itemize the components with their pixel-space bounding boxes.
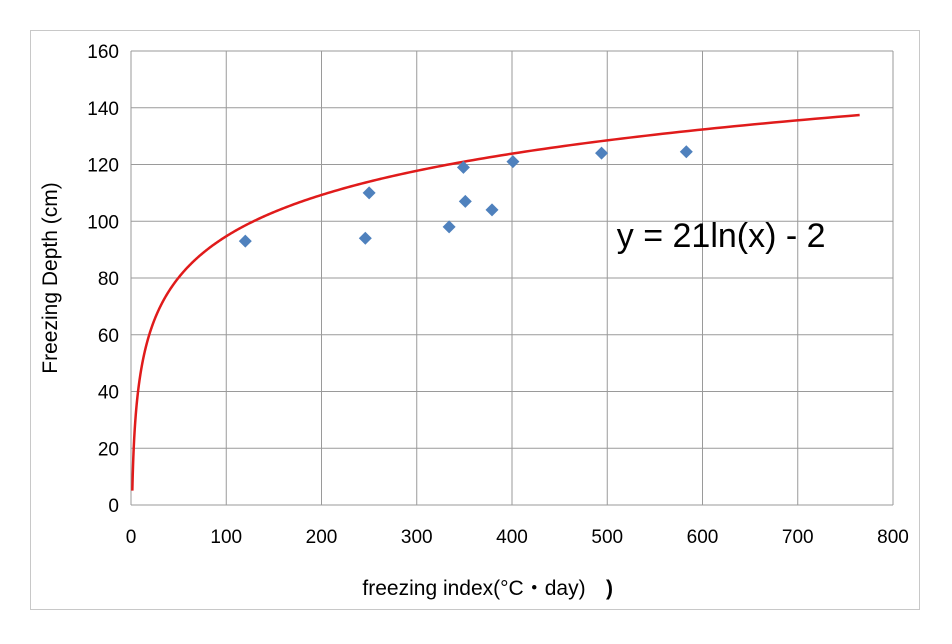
x-tick-label: 100	[210, 527, 242, 548]
y-tick-label: 100	[87, 212, 119, 233]
tick-labels: 0 20 40 60 80 100 120 140 160 0 100 200 300 400 500 600…	[87, 42, 909, 548]
chart-frame: 0 20 40 60 80 100 120 140 160 0 100 200 300 400 500 600…	[30, 30, 920, 610]
data-point	[595, 146, 609, 160]
data-point	[358, 231, 372, 245]
data-point	[238, 234, 252, 248]
fit-curve	[131, 113, 860, 491]
y-tick-label: 40	[98, 383, 119, 404]
y-tick-label: 80	[98, 269, 119, 290]
x-tick-label: 300	[401, 527, 433, 548]
y-tick-label: 120	[87, 156, 119, 177]
x-tick-label: 700	[782, 527, 814, 548]
y-tick-label: 140	[87, 99, 119, 120]
x-axis-label: freezing index(°C・day)	[362, 577, 585, 600]
x-axis-label-stray-paren: )	[606, 577, 613, 600]
y-tick-label: 60	[98, 326, 119, 347]
x-tick-label: 600	[687, 527, 719, 548]
y-tick-label: 20	[98, 439, 119, 460]
data-point	[442, 220, 456, 234]
data-point	[485, 203, 499, 217]
data-point	[506, 155, 520, 169]
x-tick-label: 500	[591, 527, 623, 548]
grid	[130, 50, 894, 506]
freezing-depth-chart: 0 20 40 60 80 100 120 140 160 0 100 200 300 400 500 600…	[39, 42, 909, 600]
fit-curve-layer	[131, 113, 860, 491]
equation-annotation: y = 21ln(x) - 2	[617, 217, 826, 255]
y-axis-label: Freezing Depth (cm)	[39, 182, 62, 373]
data-point	[679, 145, 693, 159]
data-points	[238, 145, 693, 248]
x-tick-label: 200	[306, 527, 338, 548]
x-tick-label: 0	[126, 527, 137, 548]
y-tick-label: 160	[87, 42, 119, 63]
data-point	[362, 186, 376, 200]
x-tick-label: 400	[496, 527, 528, 548]
y-tick-label: 0	[108, 496, 119, 517]
data-point	[458, 194, 472, 208]
data-point	[456, 160, 470, 174]
x-tick-label: 800	[877, 527, 909, 548]
